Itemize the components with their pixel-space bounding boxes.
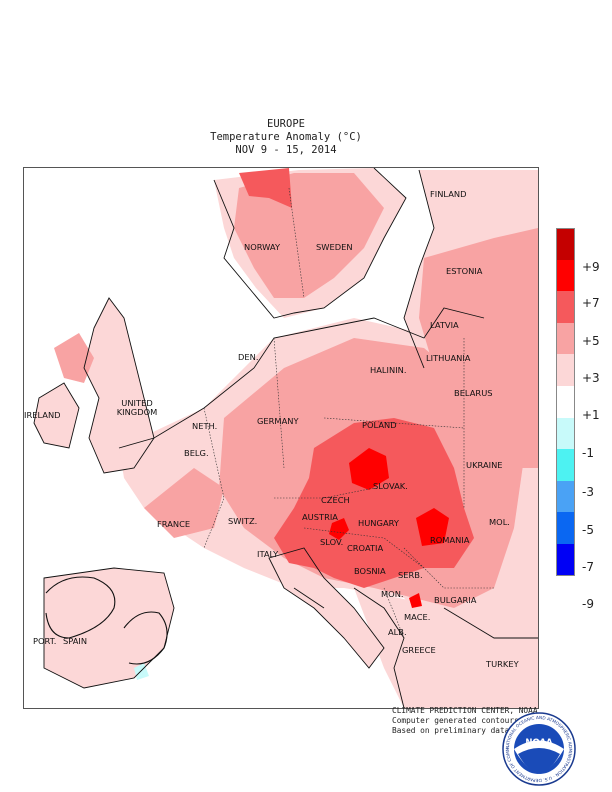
map-subtitle: Temperature Anomaly (°C) (210, 131, 362, 143)
legend-tick: -5 (582, 523, 594, 537)
legend-tick: +1 (582, 408, 600, 422)
label-serbia: SERB. (398, 570, 423, 580)
label-turkey: TURKEY (486, 659, 519, 669)
label-ireland: IRELAND (24, 410, 61, 420)
credit-line: CLIMATE PREDICTION CENTER, NOAA (392, 706, 538, 715)
label-spain: SPAIN (63, 636, 88, 646)
legend-swatch (556, 543, 575, 576)
legend-swatch (556, 449, 575, 481)
label-portugal: PORT. (33, 636, 57, 646)
legend-swatch (556, 228, 575, 260)
legend-swatch (556, 480, 575, 513)
legend-swatch (556, 512, 575, 544)
credit-line: Based on preliminary data (392, 726, 510, 735)
label-czech: CZECH (321, 495, 350, 505)
legend-tick: -3 (582, 485, 594, 499)
label-albania: ALB. (388, 627, 407, 637)
label-germany: GERMANY (257, 416, 299, 426)
label-bulgaria: BULGARIA (434, 595, 477, 605)
map-period: NOV 9 - 15, 2014 (235, 144, 337, 156)
label-estonia: ESTONIA (446, 266, 483, 276)
legend-swatch (556, 291, 575, 323)
label-sweden: SWEDEN (316, 242, 353, 252)
label-france: FRANCE (157, 519, 191, 529)
legend-tick: +9 (582, 260, 600, 274)
legend-swatch (556, 322, 575, 355)
noaa-logo-svg: NOAA NATIONAL OCEANIC AND ATMOSPHERIC AD… (500, 708, 576, 786)
anomaly-map: FINLAND NORWAY SWEDEN ESTONIA LATVIA DEN… (23, 167, 539, 709)
label-ukraine: UKRAINE (466, 460, 503, 470)
label-croatia: CROATIA (347, 543, 384, 553)
label-italy: ITALY (257, 549, 279, 559)
label-montenegro: MON. (381, 589, 404, 599)
noaa-logo: NOAA NATIONAL OCEANIC AND ATMOSPHERIC AD… (500, 708, 576, 786)
coastlines (33, 168, 538, 708)
label-finland: FINLAND (430, 189, 467, 199)
legend-swatch (556, 259, 575, 292)
legend-tick: +7 (582, 296, 600, 310)
label-netherlands: NETH. (192, 421, 218, 431)
legend-tick: -1 (582, 446, 594, 460)
legend-swatch (556, 385, 575, 418)
label-bosnia: BOSNIA (354, 566, 386, 576)
label-slovakia: SLOVAK. (373, 481, 408, 491)
legend-swatch (556, 354, 575, 386)
map-title-block: EUROPE Temperature Anomaly (°C) NOV 9 - … (0, 118, 572, 157)
label-moldova: MOL. (489, 517, 510, 527)
label-uk: UNITED KINGDOM (116, 398, 158, 417)
noaa-logo-text: NOAA (525, 738, 553, 748)
label-latvia: LATVIA (430, 320, 459, 330)
legend-tick: +5 (582, 334, 600, 348)
legend-swatch (556, 417, 575, 450)
label-switzerland: SWITZ. (228, 516, 258, 526)
label-slovenia: SLOV. (320, 537, 344, 547)
label-denmark: DEN. (238, 352, 259, 362)
legend-tick: +3 (582, 371, 600, 385)
legend-tick: -7 (582, 560, 594, 574)
label-belarus: BELARUS (454, 388, 493, 398)
anomaly-band-plus7 (329, 448, 449, 608)
country-borders (203, 187, 494, 639)
label-hungary: HUNGARY (358, 518, 399, 528)
map-title: EUROPE (267, 118, 305, 130)
credit-line: Computer generated contours (392, 716, 519, 725)
label-austria: AUSTRIA (302, 512, 338, 522)
label-lithuania: LITHUANIA (426, 353, 471, 363)
label-belgium: BELG. (184, 448, 209, 458)
anomaly-map-svg (24, 168, 538, 708)
legend-tick: -9 (582, 597, 594, 611)
label-greece: GREECE (402, 645, 436, 655)
label-norway: NORWAY (244, 242, 281, 252)
zero-contour (45, 576, 168, 665)
color-legend (556, 228, 575, 576)
label-macedonia: MACE. (404, 612, 431, 622)
credits-block: CLIMATE PREDICTION CENTER, NOAA Computer… (392, 706, 538, 736)
label-kaliningrad: HALININ. (370, 365, 407, 375)
label-romania: ROMANIA (430, 535, 470, 545)
label-poland: POLAND (362, 420, 397, 430)
